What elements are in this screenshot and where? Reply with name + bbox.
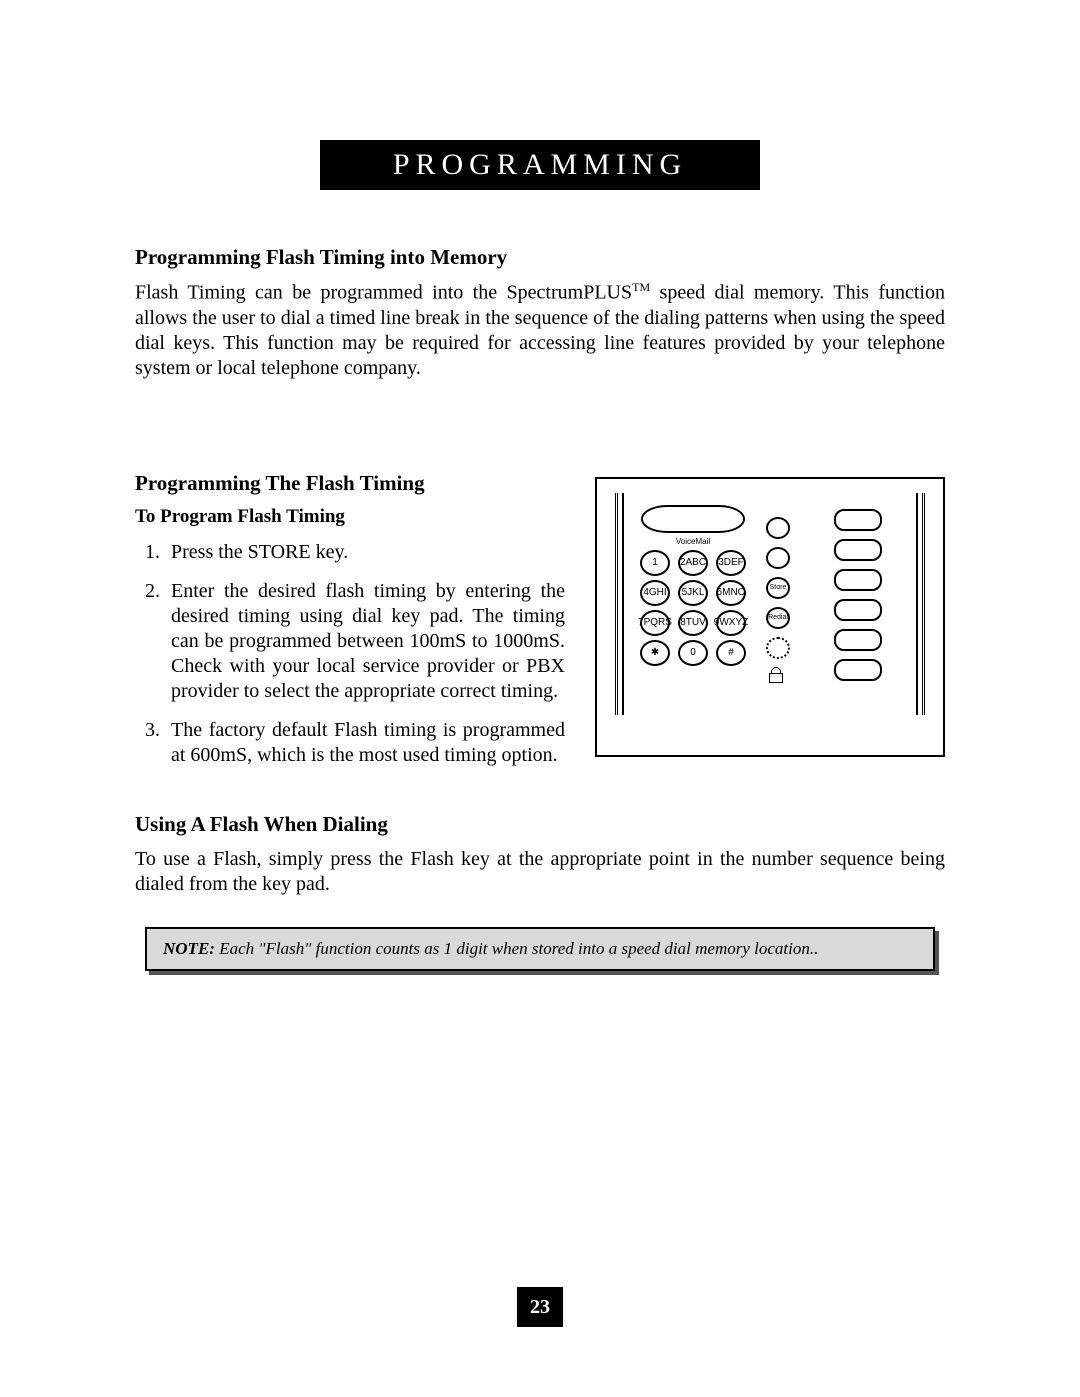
key-1: 1 xyxy=(640,550,670,576)
phone-diagram: VoiceMail 1 2ABC 3DEF 4GHI 5JKL 6MNO 7PQ… xyxy=(595,477,945,757)
key-8: 8TUV xyxy=(678,610,708,636)
key-3: 3DEF xyxy=(716,550,746,576)
section3-paragraph: To use a Flash, simply press the Flash k… xyxy=(135,847,945,897)
step-1: Press the STORE key. xyxy=(165,540,565,565)
key-9: 9WXYZ xyxy=(716,610,746,636)
lock-icon xyxy=(769,667,783,683)
side-btn-5 xyxy=(766,637,790,659)
section3-heading: Using A Flash When Dialing xyxy=(135,812,945,837)
section1-text-pre: Flash Timing can be programmed into the … xyxy=(135,282,632,304)
key-star: ✱ xyxy=(640,640,670,666)
section2-heading: Programming The Flash Timing xyxy=(135,471,565,496)
key-hash: # xyxy=(716,640,746,666)
note-label: NOTE: xyxy=(163,939,215,958)
key-2: 2ABC xyxy=(678,550,708,576)
page-number: 23 xyxy=(517,1287,563,1327)
memory-button xyxy=(834,509,882,531)
two-column-layout: Programming The Flash Timing To Program … xyxy=(135,471,945,782)
memory-button xyxy=(834,629,882,651)
memory-button-column xyxy=(804,505,912,715)
side-btn-redial: Redial xyxy=(766,607,790,629)
side-btn-2 xyxy=(766,547,790,569)
steps-list: Press the STORE key. Enter the desired f… xyxy=(135,540,565,768)
side-btn-store: Store xyxy=(766,577,790,599)
page: PROGRAMMING Programming Flash Timing int… xyxy=(0,0,1080,1397)
key-5: 5JKL xyxy=(678,580,708,606)
note-box: NOTE: Each "Flash" function counts as 1 … xyxy=(145,927,935,971)
right-column: VoiceMail 1 2ABC 3DEF 4GHI 5JKL 6MNO 7PQ… xyxy=(595,471,945,757)
memory-button xyxy=(834,599,882,621)
step-2: Enter the desired flash timing by enteri… xyxy=(165,579,565,704)
trademark-symbol: TM xyxy=(632,280,650,294)
side-button-column: Store Redial xyxy=(766,505,796,715)
key-7: 7PQRS xyxy=(640,610,670,636)
side-btn-1 xyxy=(766,517,790,539)
memory-button xyxy=(834,569,882,591)
key-6: 6MNO xyxy=(716,580,746,606)
banner-title: PROGRAMMING xyxy=(320,140,760,190)
key-4: 4GHI xyxy=(640,580,670,606)
memory-button xyxy=(834,659,882,681)
keypad: 1 2ABC 3DEF 4GHI 5JKL 6MNO 7PQRS 8TUV 9W… xyxy=(640,550,746,666)
left-column: Programming The Flash Timing To Program … xyxy=(135,471,565,782)
note-text: Each "Flash" function counts as 1 digit … xyxy=(215,939,818,958)
memory-button xyxy=(834,539,882,561)
key-0: 0 xyxy=(678,640,708,666)
step-3: The factory default Flash timing is prog… xyxy=(165,718,565,768)
dial-area: VoiceMail 1 2ABC 3DEF 4GHI 5JKL 6MNO 7PQ… xyxy=(628,505,758,715)
section2-subheading: To Program Flash Timing xyxy=(135,506,565,528)
screen-label: VoiceMail xyxy=(676,537,710,546)
phone-body: VoiceMail 1 2ABC 3DEF 4GHI 5JKL 6MNO 7PQ… xyxy=(615,493,925,715)
phone-screen xyxy=(641,505,745,533)
section1-heading: Programming Flash Timing into Memory xyxy=(135,245,945,270)
section1-paragraph: Flash Timing can be programmed into the … xyxy=(135,280,945,381)
